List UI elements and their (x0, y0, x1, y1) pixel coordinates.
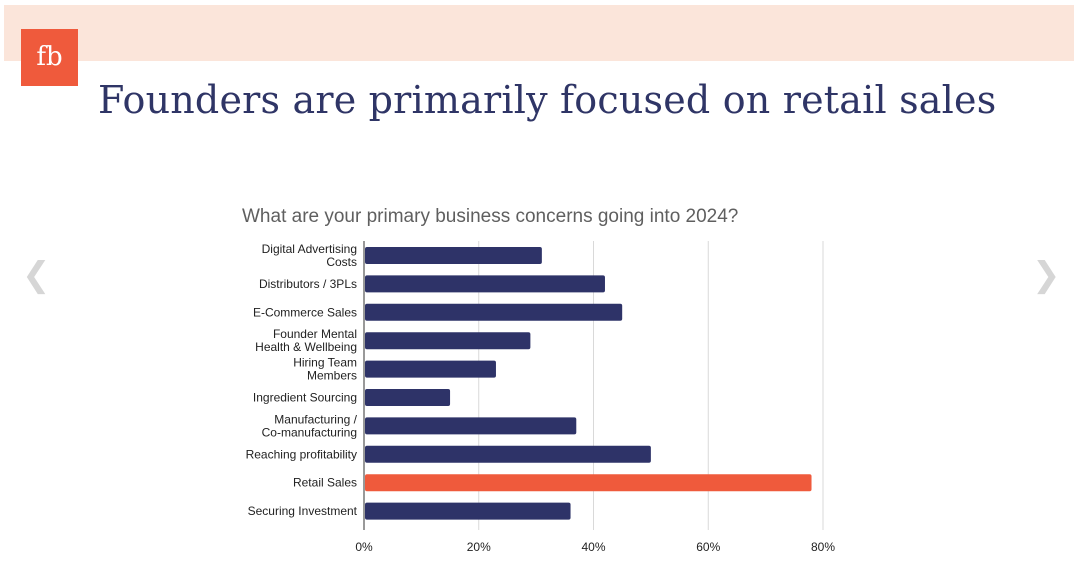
bar (365, 502, 571, 520)
x-tick-label: 0% (355, 540, 373, 554)
x-tick-label: 80% (811, 540, 835, 554)
bar (365, 247, 542, 264)
bar (365, 360, 496, 378)
bar (365, 389, 451, 406)
bar (365, 445, 651, 463)
chevron-left-icon[interactable]: ❮ (22, 255, 51, 295)
category-label: Manufacturing / Co-manufacturing (262, 412, 358, 439)
bar (365, 303, 623, 321)
logo: fb (21, 29, 78, 86)
category-label: Digital Advertising Costs (262, 242, 357, 269)
bar (365, 417, 577, 435)
x-tick-label: 20% (467, 540, 491, 554)
header-band (4, 5, 1074, 61)
category-label: Hiring Team Members (293, 356, 357, 383)
chevron-right-icon[interactable]: ❯ (1032, 255, 1061, 295)
bar (365, 474, 812, 492)
x-tick-label: 40% (581, 540, 605, 554)
category-label: Ingredient Sourcing (253, 391, 357, 405)
category-label: E-Commerce Sales (253, 305, 357, 319)
category-label: Distributors / 3PLs (259, 277, 357, 291)
bar (365, 275, 605, 293)
category-label: Securing Investment (248, 504, 358, 518)
chart-title: What are your primary business concerns … (242, 206, 739, 227)
category-label: Retail Sales (293, 476, 357, 490)
category-label: Reaching profitability (246, 447, 357, 461)
category-label: Founder Mental Health & Wellbeing (255, 327, 357, 354)
x-tick-label: 60% (696, 540, 720, 554)
bar (365, 332, 531, 350)
slide-title: Founders are primarily focused on retail… (98, 78, 997, 122)
